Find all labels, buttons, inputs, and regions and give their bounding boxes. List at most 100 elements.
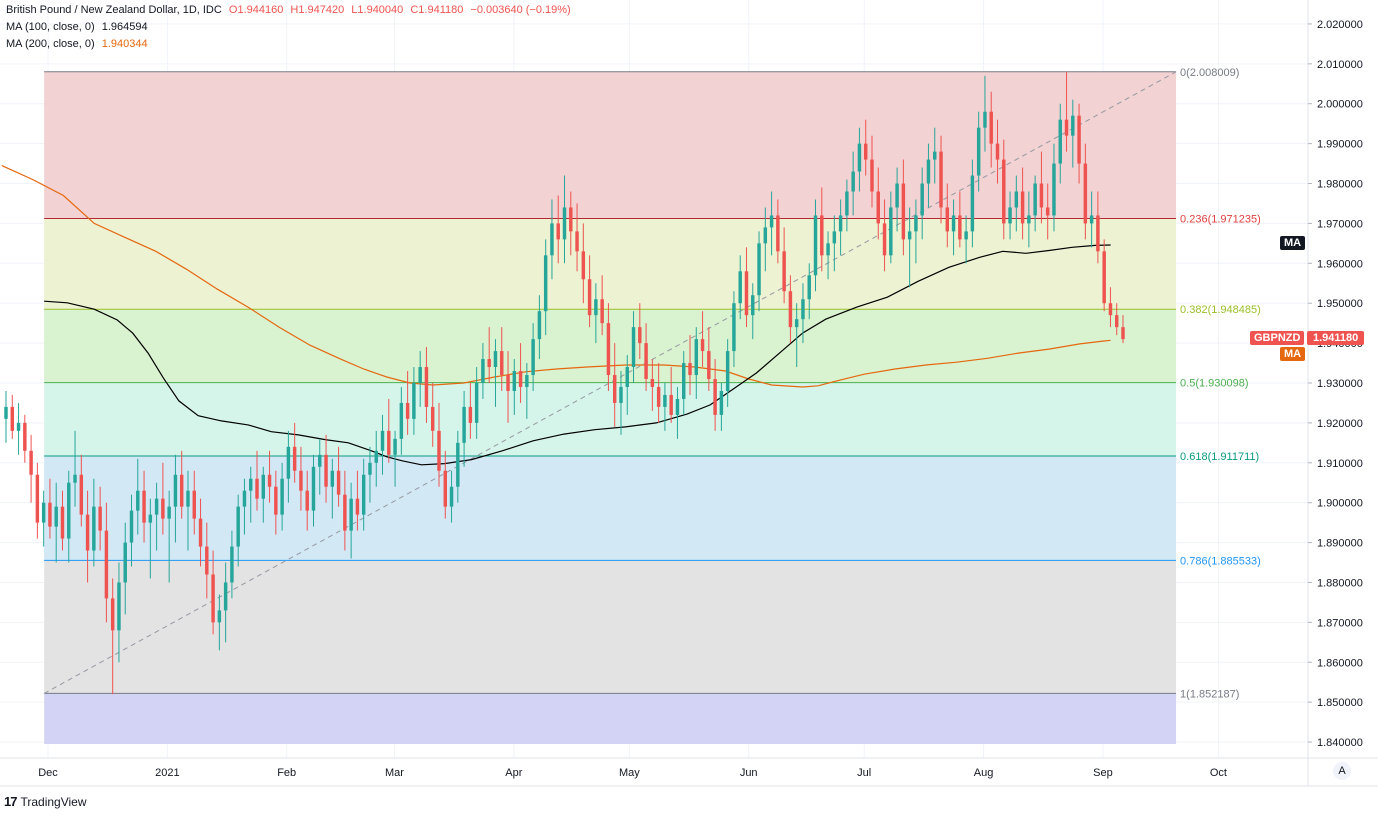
fib-level-label: 1(1.852187) [1180, 688, 1239, 700]
y-tick-label: 2.000000 [1317, 99, 1363, 111]
y-tick-label: 2.010000 [1317, 59, 1363, 71]
y-tick-label: 1.960000 [1317, 258, 1363, 270]
candle-body [1071, 115, 1075, 136]
candle-body [920, 183, 924, 216]
candle-body [405, 402, 410, 419]
fib-level-label: 0.5(1.930098) [1180, 378, 1249, 390]
legend-change: −0.003640 (−0.19%) [470, 4, 571, 16]
candle-body [794, 319, 799, 328]
candle-body [650, 379, 655, 387]
candle-body [67, 482, 71, 539]
candle-body [230, 546, 234, 583]
legend-ma200-value: 1.940344 [101, 38, 148, 50]
candle-body [48, 502, 52, 527]
candle-body [393, 438, 397, 455]
candle-body [663, 394, 667, 407]
candle-body [85, 514, 90, 551]
ma100-line [44, 244, 1111, 466]
y-tick-label: 1.920000 [1317, 418, 1363, 430]
candle-body [500, 351, 504, 376]
candle-body [336, 470, 341, 495]
y-tick-label: 1.850000 [1317, 697, 1363, 709]
candle-body [1108, 303, 1113, 316]
candle-body [449, 486, 454, 507]
fib-level-label: 0.382(1.948485) [1180, 304, 1261, 316]
candle-body [368, 462, 372, 475]
x-tick-label: Dec [38, 767, 58, 779]
y-tick-label: 1.990000 [1317, 139, 1363, 151]
candle-body [889, 207, 893, 256]
y-tick-label: 1.910000 [1317, 458, 1363, 470]
candle-body [54, 506, 58, 527]
candle-body [694, 339, 699, 376]
candle-body [154, 498, 159, 515]
candle-body [487, 359, 491, 368]
candle-body [675, 398, 680, 415]
candle-body [167, 506, 171, 519]
candle-body [35, 474, 40, 523]
x-tick-label: Oct [1210, 767, 1227, 779]
candle-body [669, 394, 673, 415]
candle-body [355, 498, 360, 515]
candle-body [1102, 251, 1106, 304]
candle-body [161, 498, 165, 519]
candle-body [933, 151, 937, 160]
footer-branding[interactable]: 17 TradingView [4, 794, 87, 809]
candle-body [788, 291, 793, 328]
candle-body [995, 143, 1000, 160]
x-tick-label: May [619, 767, 640, 779]
candle-body [1096, 215, 1100, 252]
legend-low: L1.940040 [351, 4, 404, 16]
x-tick-label: Apr [505, 767, 522, 779]
candle-body [738, 271, 742, 304]
legend-ma200-row[interactable]: MA (200, close, 0) 1.940344 [6, 36, 571, 53]
y-tick-label: 1.950000 [1317, 298, 1363, 310]
candle-body [562, 207, 567, 240]
candle-body [543, 255, 548, 312]
fib-zone [44, 218, 1177, 310]
candle-body [305, 490, 309, 511]
auto-scale-button[interactable]: A [1333, 762, 1351, 780]
candle-body [255, 478, 259, 499]
y-tick-label: 1.970000 [1317, 218, 1363, 230]
candle-body [1089, 215, 1094, 224]
legend-ma100-row[interactable]: MA (100, close, 0) 1.964594 [6, 19, 571, 36]
fib-zone [44, 382, 1177, 456]
x-tick-label: 2021 [155, 767, 179, 779]
legend-high: H1.947420 [290, 4, 345, 16]
candle-body [274, 486, 278, 515]
candle-body [606, 323, 611, 376]
candle-body [612, 375, 617, 403]
candle-body [41, 502, 46, 523]
x-tick-label: Feb [277, 767, 296, 779]
candle-body [1064, 119, 1069, 136]
fib-level-label: 0.236(1.971235) [1180, 213, 1261, 225]
y-tick-label: 1.890000 [1317, 538, 1363, 550]
candle-body [926, 159, 931, 184]
y-tick-label: 2.020000 [1317, 19, 1363, 31]
candle-body [16, 422, 21, 431]
candle-body [136, 490, 140, 511]
x-tick-label: Sep [1093, 767, 1113, 779]
y-tick-label: 1.860000 [1317, 657, 1363, 669]
ma200-axis-tag: MA [1280, 347, 1306, 361]
candle-body [587, 279, 592, 316]
candle-body [205, 546, 209, 575]
candle-body [807, 275, 811, 300]
legend-open: O1.944160 [228, 4, 284, 16]
candle-body [349, 498, 353, 531]
fib-zone [44, 560, 1177, 694]
candle-body [813, 215, 818, 276]
candle-body [594, 299, 598, 316]
candle-body [700, 339, 705, 352]
candle-body [951, 215, 956, 232]
legend-ma100-label: MA (100, close, 0) [6, 21, 95, 33]
candle-body [267, 474, 272, 487]
candle-body [782, 251, 786, 292]
legend-symbol: British Pound / New Zealand Dollar, 1D, … [6, 4, 222, 16]
candle-body [380, 430, 385, 451]
candle-body [870, 159, 874, 192]
fib-zone [44, 693, 1177, 745]
candle-body [249, 478, 253, 491]
